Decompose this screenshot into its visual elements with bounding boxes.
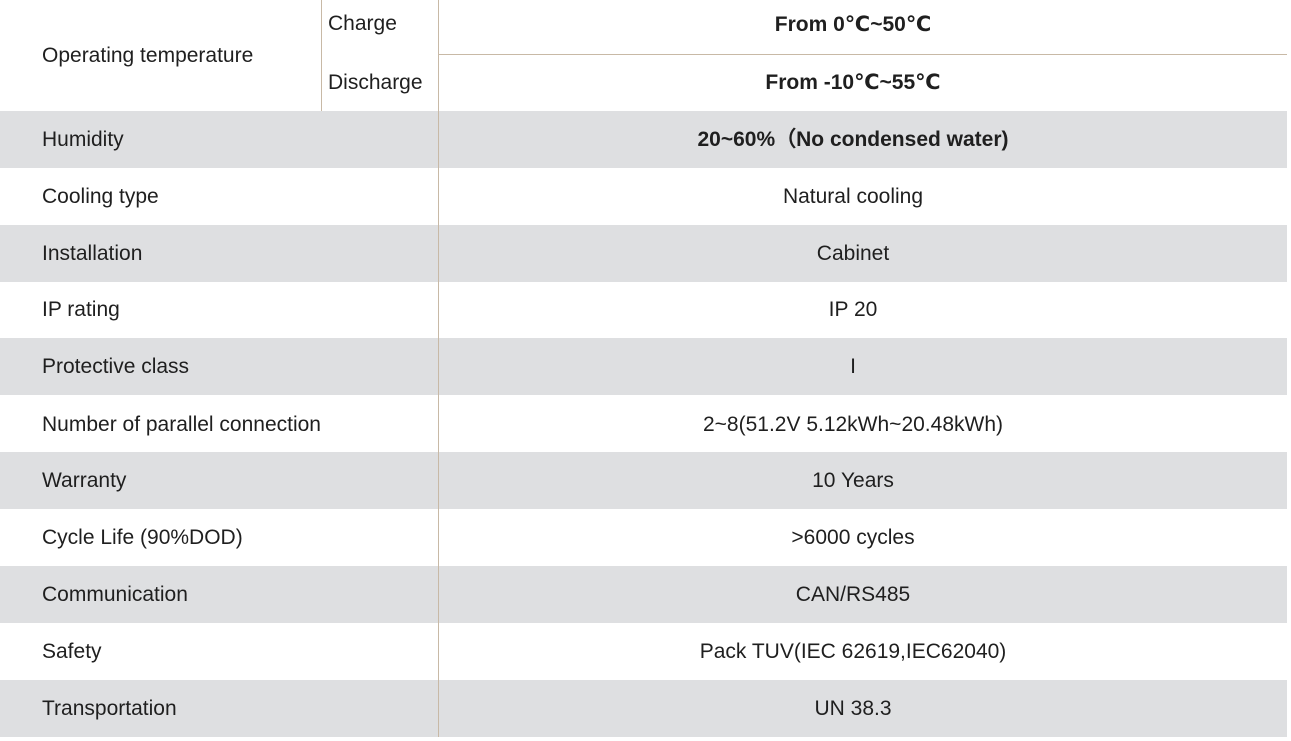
row-label: Transportation [42,697,177,720]
row-label: Warranty [42,469,127,492]
row-label: Operating temperature [42,44,254,67]
discharge-value: From -10℃~55℃ [765,71,941,94]
row-value: 10 Years [812,469,894,492]
table-row-communication: Communication CAN/RS485 [0,566,1287,623]
row-value: IP 20 [828,298,878,321]
column-divider [438,0,439,737]
row-value: >6000 cycles [791,526,915,549]
row-label: Number of parallel connection [42,413,321,436]
table-row-warranty: Warranty 10 Years [0,452,1287,509]
charge-value: From 0℃~50℃ [774,13,932,36]
table-row-protective-class: Protective class I [0,338,1287,395]
row-label: Communication [42,583,188,606]
row-label: Protective class [42,355,190,378]
charge-label: Charge [328,12,397,35]
row-value: I [850,355,856,378]
table-row-ip-rating: IP rating IP 20 [0,281,1287,338]
table-row-cycle-life: Cycle Life (90%DOD) >6000 cycles [0,509,1287,566]
discharge-label: Discharge [328,71,423,94]
row-value: 20~60%（No condensed water) [697,128,1009,151]
table-row-humidity: Humidity 20~60%（No condensed water) [0,111,1287,168]
row-label: Installation [42,242,143,265]
row-label: Cooling type [42,185,159,208]
operating-temperature-row: Operating temperature Charge From 0℃~50℃… [0,0,1287,111]
row-value: Natural cooling [782,185,924,208]
row-label: Safety [42,640,102,663]
row-label: IP rating [42,298,120,321]
row-label: Humidity [42,128,124,151]
sub-column-divider [321,0,322,111]
table-row-transportation: Transportation UN 38.3 [0,680,1287,737]
table-row-safety: Safety Pack TUV(IEC 62619,IEC62040) [0,623,1287,680]
row-value: Pack TUV(IEC 62619,IEC62040) [699,640,1007,663]
row-label: Cycle Life (90%DOD) [42,526,243,549]
table-row-installation: Installation Cabinet [0,225,1287,282]
sub-row-divider [439,54,1287,55]
row-value: CAN/RS485 [795,583,911,606]
row-value: UN 38.3 [814,697,892,720]
row-value: Cabinet [816,242,890,265]
row-value: 2~8(51.2V 5.12kWh~20.48kWh) [702,413,1003,436]
table-row-parallel-connection: Number of parallel connection 2~8(51.2V … [0,396,1287,453]
table-row-cooling-type: Cooling type Natural cooling [0,168,1287,225]
